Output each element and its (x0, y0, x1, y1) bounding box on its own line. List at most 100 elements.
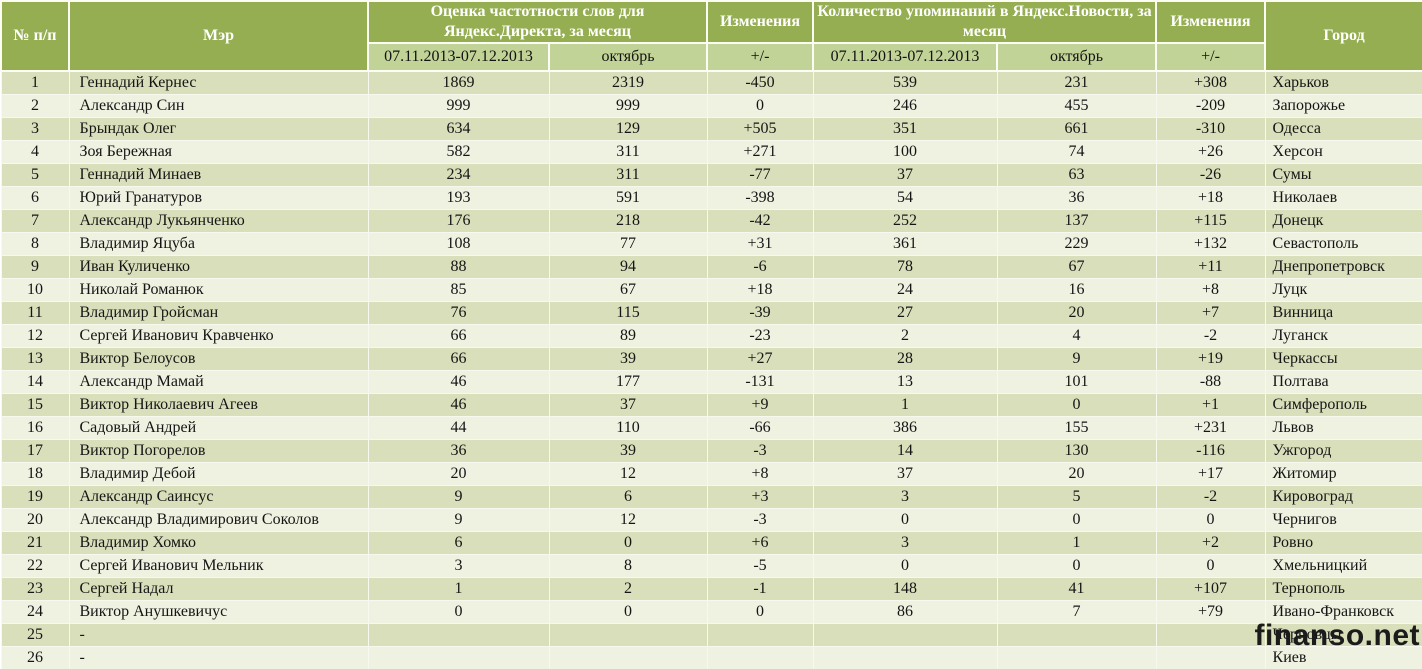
table-cell: -39 (706, 301, 814, 325)
table-row: 26- Киев (0, 646, 1422, 669)
table-cell: Полтава (1264, 370, 1422, 394)
table-cell: 9 (0, 255, 70, 279)
table-cell: 17 (0, 439, 70, 463)
table-cell: -66 (706, 416, 814, 440)
table-cell (367, 646, 550, 669)
table-cell: +26 (1155, 140, 1266, 164)
table-cell: -2 (1155, 324, 1266, 348)
table-cell: 4 (0, 140, 70, 164)
table-cell: 1 (367, 577, 550, 601)
table-cell: 41 (996, 577, 1157, 601)
table-cell: 100 (812, 140, 998, 164)
table-cell: 36 (996, 186, 1157, 210)
table-cell: 101 (996, 370, 1157, 394)
table-cell: 661 (996, 117, 1157, 141)
table-row: 6 Юрий Гранатуров 193 591 -398 54 36 +18 Николае… (0, 186, 1422, 210)
table-cell: 20 (996, 301, 1157, 325)
table-cell: 12 (0, 324, 70, 348)
table-cell: 2 (0, 94, 70, 118)
table-cell: 129 (548, 117, 708, 141)
table-cell: Геннадий Минаев (68, 163, 369, 187)
table-cell: 539 (812, 70, 998, 95)
table-cell: 20 (0, 508, 70, 532)
table-cell: 37 (548, 393, 708, 417)
table-cell: 46 (367, 370, 550, 394)
table-cell: +11 (1155, 255, 1266, 279)
table-cell: 22 (0, 554, 70, 578)
table-cell: +31 (706, 232, 814, 256)
table-cell: Николаев (1264, 186, 1422, 210)
table-cell: 12 (548, 508, 708, 532)
table-cell: 1 (0, 70, 70, 95)
table-cell: 130 (996, 439, 1157, 463)
table-row: 10 Николай Романюк 85 67 +18 24 16 +8 Луцк (0, 278, 1422, 302)
table-row: 12 Сергей Иванович Кравченко 66 89 -23 2 4 -2 Лу… (0, 324, 1422, 348)
table-cell: 11 (0, 301, 70, 325)
table-cell: Винница (1264, 301, 1422, 325)
table-row: 11 Владимир Гройсман 76 115 -39 27 20 +7 Винница (0, 301, 1422, 325)
table-cell: 26 (0, 646, 70, 669)
table-row: 4 Зоя Бережная 582 311 +271 100 74 +26 Херсон (0, 140, 1422, 164)
table-cell: 66 (367, 324, 550, 348)
table-row: 1 Геннадий Кернес 1869 2319 -450 539 231 +308 Ха… (0, 70, 1422, 95)
table-cell: 0 (996, 508, 1157, 532)
table-cell: +18 (706, 278, 814, 302)
table-cell: -131 (706, 370, 814, 394)
table-cell: Виктор Анушкевичус (68, 600, 369, 624)
table-cell: Черкассы (1264, 347, 1422, 371)
table-cell: -42 (706, 209, 814, 233)
table-cell: 76 (367, 301, 550, 325)
table-cell: 25 (0, 623, 70, 647)
table-cell: -398 (706, 186, 814, 210)
table-cell: 361 (812, 232, 998, 256)
table-cell: 74 (996, 140, 1157, 164)
table-cell: Тернополь (1264, 577, 1422, 601)
subheader-direct-october: октябрь (547, 42, 709, 72)
table-cell: Львов (1264, 416, 1422, 440)
table-cell: 46 (367, 393, 550, 417)
table-cell: 2 (812, 324, 998, 348)
subheader-news-period: 07.11.2013-07.12.2013 (812, 42, 999, 72)
table-cell: Херсон (1264, 140, 1422, 164)
table-cell: 24 (812, 278, 998, 302)
table-cell: 16 (0, 416, 70, 440)
table-cell: 0 (706, 94, 814, 118)
table-cell: Сергей Надал (68, 577, 369, 601)
table-cell: Запорожье (1264, 94, 1422, 118)
table-cell: -23 (706, 324, 814, 348)
table-row: 18 Владимир Дебой 20 12 +8 37 20 +17 Житомир (0, 462, 1422, 486)
table-cell: 23 (0, 577, 70, 601)
table-cell: +505 (706, 117, 814, 141)
subheader-changes-news: +/- (1155, 42, 1267, 72)
table-cell: -2 (1155, 485, 1266, 509)
table-cell: Садовый Андрей (68, 416, 369, 440)
table-cell: 67 (996, 255, 1157, 279)
table-row: 23 Сергей Надал 1 2 -1 148 41 +107 Тернополь (0, 577, 1422, 601)
header-direct-group: Оценка частотности слов для Яндекс.Дирек… (366, 0, 709, 44)
table-cell: 177 (548, 370, 708, 394)
table-row: 25- Черновцы (0, 623, 1422, 647)
table-header: № п/п Мэр Оценка частотности слов для Ян… (0, 0, 1422, 72)
table-cell: 9 (996, 347, 1157, 371)
header-city: Город (1264, 0, 1422, 72)
table-cell: 999 (367, 94, 550, 118)
table-cell: 148 (812, 577, 998, 601)
table-cell: 3 (812, 531, 998, 555)
table-cell: Киев (1264, 646, 1422, 669)
table-cell: Житомир (1264, 462, 1422, 486)
table-cell: Ивано-Франковск (1264, 600, 1422, 624)
table-cell: 0 (1155, 508, 1266, 532)
table-cell: +17 (1155, 462, 1266, 486)
table-cell: 3 (367, 554, 550, 578)
table-cell: 9 (367, 485, 550, 509)
table-row: 2 Александр Син 999 999 0 246 455 -209 Запорожье (0, 94, 1422, 118)
table-cell: 78 (812, 255, 998, 279)
table-cell: 85 (367, 278, 550, 302)
table-cell: Сергей Иванович Кравченко (68, 324, 369, 348)
table-cell: +115 (1155, 209, 1266, 233)
table-cell: Виктор Погорелов (68, 439, 369, 463)
table-cell (812, 623, 998, 647)
table-cell: Владимир Яцуба (68, 232, 369, 256)
